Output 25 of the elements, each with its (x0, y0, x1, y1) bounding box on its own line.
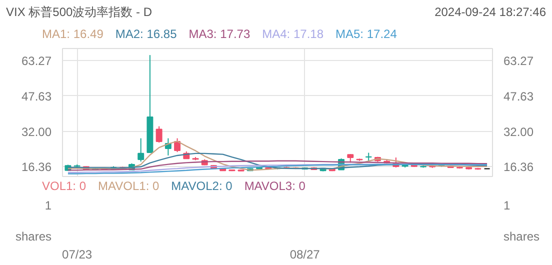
category-label: 07/23 (62, 248, 92, 262)
text: MAVOL1: 0 (98, 178, 160, 195)
text: MAVOL3: 0 (244, 178, 306, 195)
text: 2024-09-24 18:27:46 (434, 4, 546, 21)
y-tick-label: 16.36 (21, 160, 52, 174)
text: MA4: 17.18 (262, 26, 324, 43)
y-tick-label: 32.00 (21, 124, 52, 139)
y-tick-label: 47.63 (21, 89, 52, 104)
text: shares (15, 230, 52, 244)
text: shares (504, 230, 540, 244)
text: MA3: 17.73 (188, 26, 250, 43)
y2-tick-label: 63.27 (504, 54, 534, 68)
text: 1 (44, 198, 52, 212)
text: 1 (504, 198, 510, 212)
text: MA2: 16.85 (115, 26, 177, 43)
text: MA1: 16.49 (42, 26, 104, 43)
text: MAVOL2: 0 (171, 178, 232, 195)
category-label: 08/27 (290, 248, 320, 262)
text: VOL1: 0 (42, 178, 86, 195)
y-tick-label: 63.27 (21, 54, 52, 68)
text: MA5: 17.24 (336, 26, 397, 43)
y2-tick-label: 32.00 (504, 124, 534, 139)
chart-title: VIX 标普500波动率指数 - D (6, 4, 152, 21)
y2-tick-label: 16.36 (504, 160, 534, 174)
y2-tick-label: 47.63 (504, 89, 534, 104)
